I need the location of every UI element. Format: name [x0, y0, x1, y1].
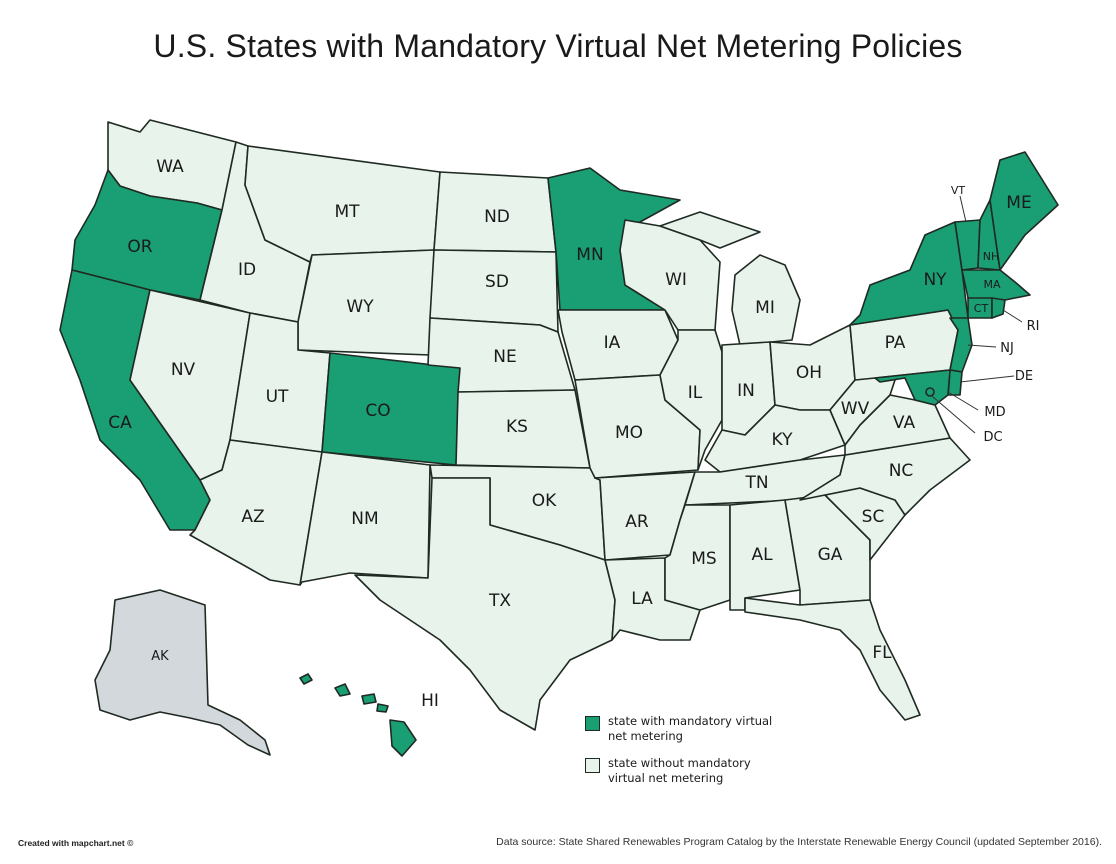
- legend-swatch-without-policy: [585, 758, 600, 773]
- state-hi[interactable]: [299, 673, 417, 757]
- legend-swatch-with-policy: [585, 716, 600, 731]
- label-ok: OK: [532, 491, 557, 511]
- label-nv: NV: [171, 360, 196, 380]
- label-id: ID: [238, 260, 256, 280]
- label-ri: RI: [1027, 319, 1040, 334]
- label-nc: NC: [889, 461, 914, 481]
- label-az: AZ: [241, 507, 264, 527]
- state-fl[interactable]: [744, 597, 921, 721]
- state-co[interactable]: [321, 352, 461, 466]
- state-tx[interactable]: [354, 477, 616, 731]
- label-nd: ND: [484, 207, 510, 227]
- label-pa: PA: [885, 333, 906, 353]
- state-labels: WA OR CA NV ID MT WY UT AZ CO NM ND SD N…: [108, 157, 1039, 711]
- label-hi: HI: [421, 691, 439, 711]
- label-ia: IA: [604, 333, 621, 353]
- label-wy: WY: [346, 297, 374, 317]
- label-mt: MT: [334, 202, 360, 222]
- label-tx: TX: [488, 591, 511, 611]
- label-sd: SD: [485, 272, 509, 292]
- label-wa: WA: [156, 157, 184, 177]
- map-title: U.S. States with Mandatory Virtual Net M…: [153, 28, 963, 64]
- label-ca: CA: [108, 413, 132, 433]
- label-nj: NJ: [1000, 341, 1014, 356]
- data-source: Data source: State Shared Renewables Pro…: [496, 836, 1102, 848]
- label-in: IN: [737, 381, 755, 401]
- label-tn: TN: [744, 473, 768, 493]
- label-nm: NM: [351, 509, 378, 529]
- legend-label-with-policy: state with mandatory virtual net meterin…: [608, 714, 773, 743]
- label-oh: OH: [796, 363, 822, 383]
- state-wy[interactable]: [297, 249, 435, 356]
- label-vt: VT: [951, 184, 966, 197]
- state-dc[interactable]: [925, 387, 935, 397]
- label-wi: WI: [665, 270, 687, 290]
- label-nh: NH: [983, 250, 1000, 263]
- label-ct: CT: [974, 302, 989, 315]
- label-ut: UT: [266, 387, 289, 407]
- state-ri[interactable]: [991, 297, 1006, 319]
- label-ga: GA: [818, 545, 843, 565]
- label-co: CO: [365, 401, 390, 421]
- label-de: DE: [1015, 369, 1033, 384]
- label-ar: AR: [625, 512, 649, 532]
- map-credit: Created with mapchart.net ©: [18, 838, 134, 848]
- label-va: VA: [893, 413, 916, 433]
- label-ky: KY: [772, 430, 794, 450]
- label-ma: MA: [983, 278, 1000, 291]
- label-or: OR: [127, 237, 152, 257]
- legend-label-without-policy: state without mandatory virtual net mete…: [608, 756, 751, 785]
- label-mn: MN: [576, 245, 603, 265]
- label-sc: SC: [862, 507, 885, 527]
- label-mi: MI: [755, 298, 775, 318]
- state-mi[interactable]: [659, 211, 801, 346]
- label-il: IL: [688, 383, 703, 403]
- label-fl: FL: [872, 643, 892, 663]
- label-mo: MO: [615, 423, 643, 443]
- label-ms: MS: [691, 549, 716, 569]
- label-al: AL: [751, 545, 773, 565]
- label-ks: KS: [506, 417, 528, 437]
- label-md: MD: [984, 405, 1005, 420]
- label-la: LA: [631, 589, 653, 609]
- label-me: ME: [1006, 193, 1031, 213]
- label-ne: NE: [493, 347, 516, 367]
- state-ny[interactable]: [849, 221, 969, 331]
- state-ak[interactable]: [94, 589, 271, 756]
- label-ny: NY: [923, 270, 947, 290]
- state-il[interactable]: [659, 329, 723, 471]
- label-wv: WV: [841, 399, 870, 419]
- label-dc: DC: [983, 430, 1002, 445]
- label-ak: AK: [151, 649, 169, 664]
